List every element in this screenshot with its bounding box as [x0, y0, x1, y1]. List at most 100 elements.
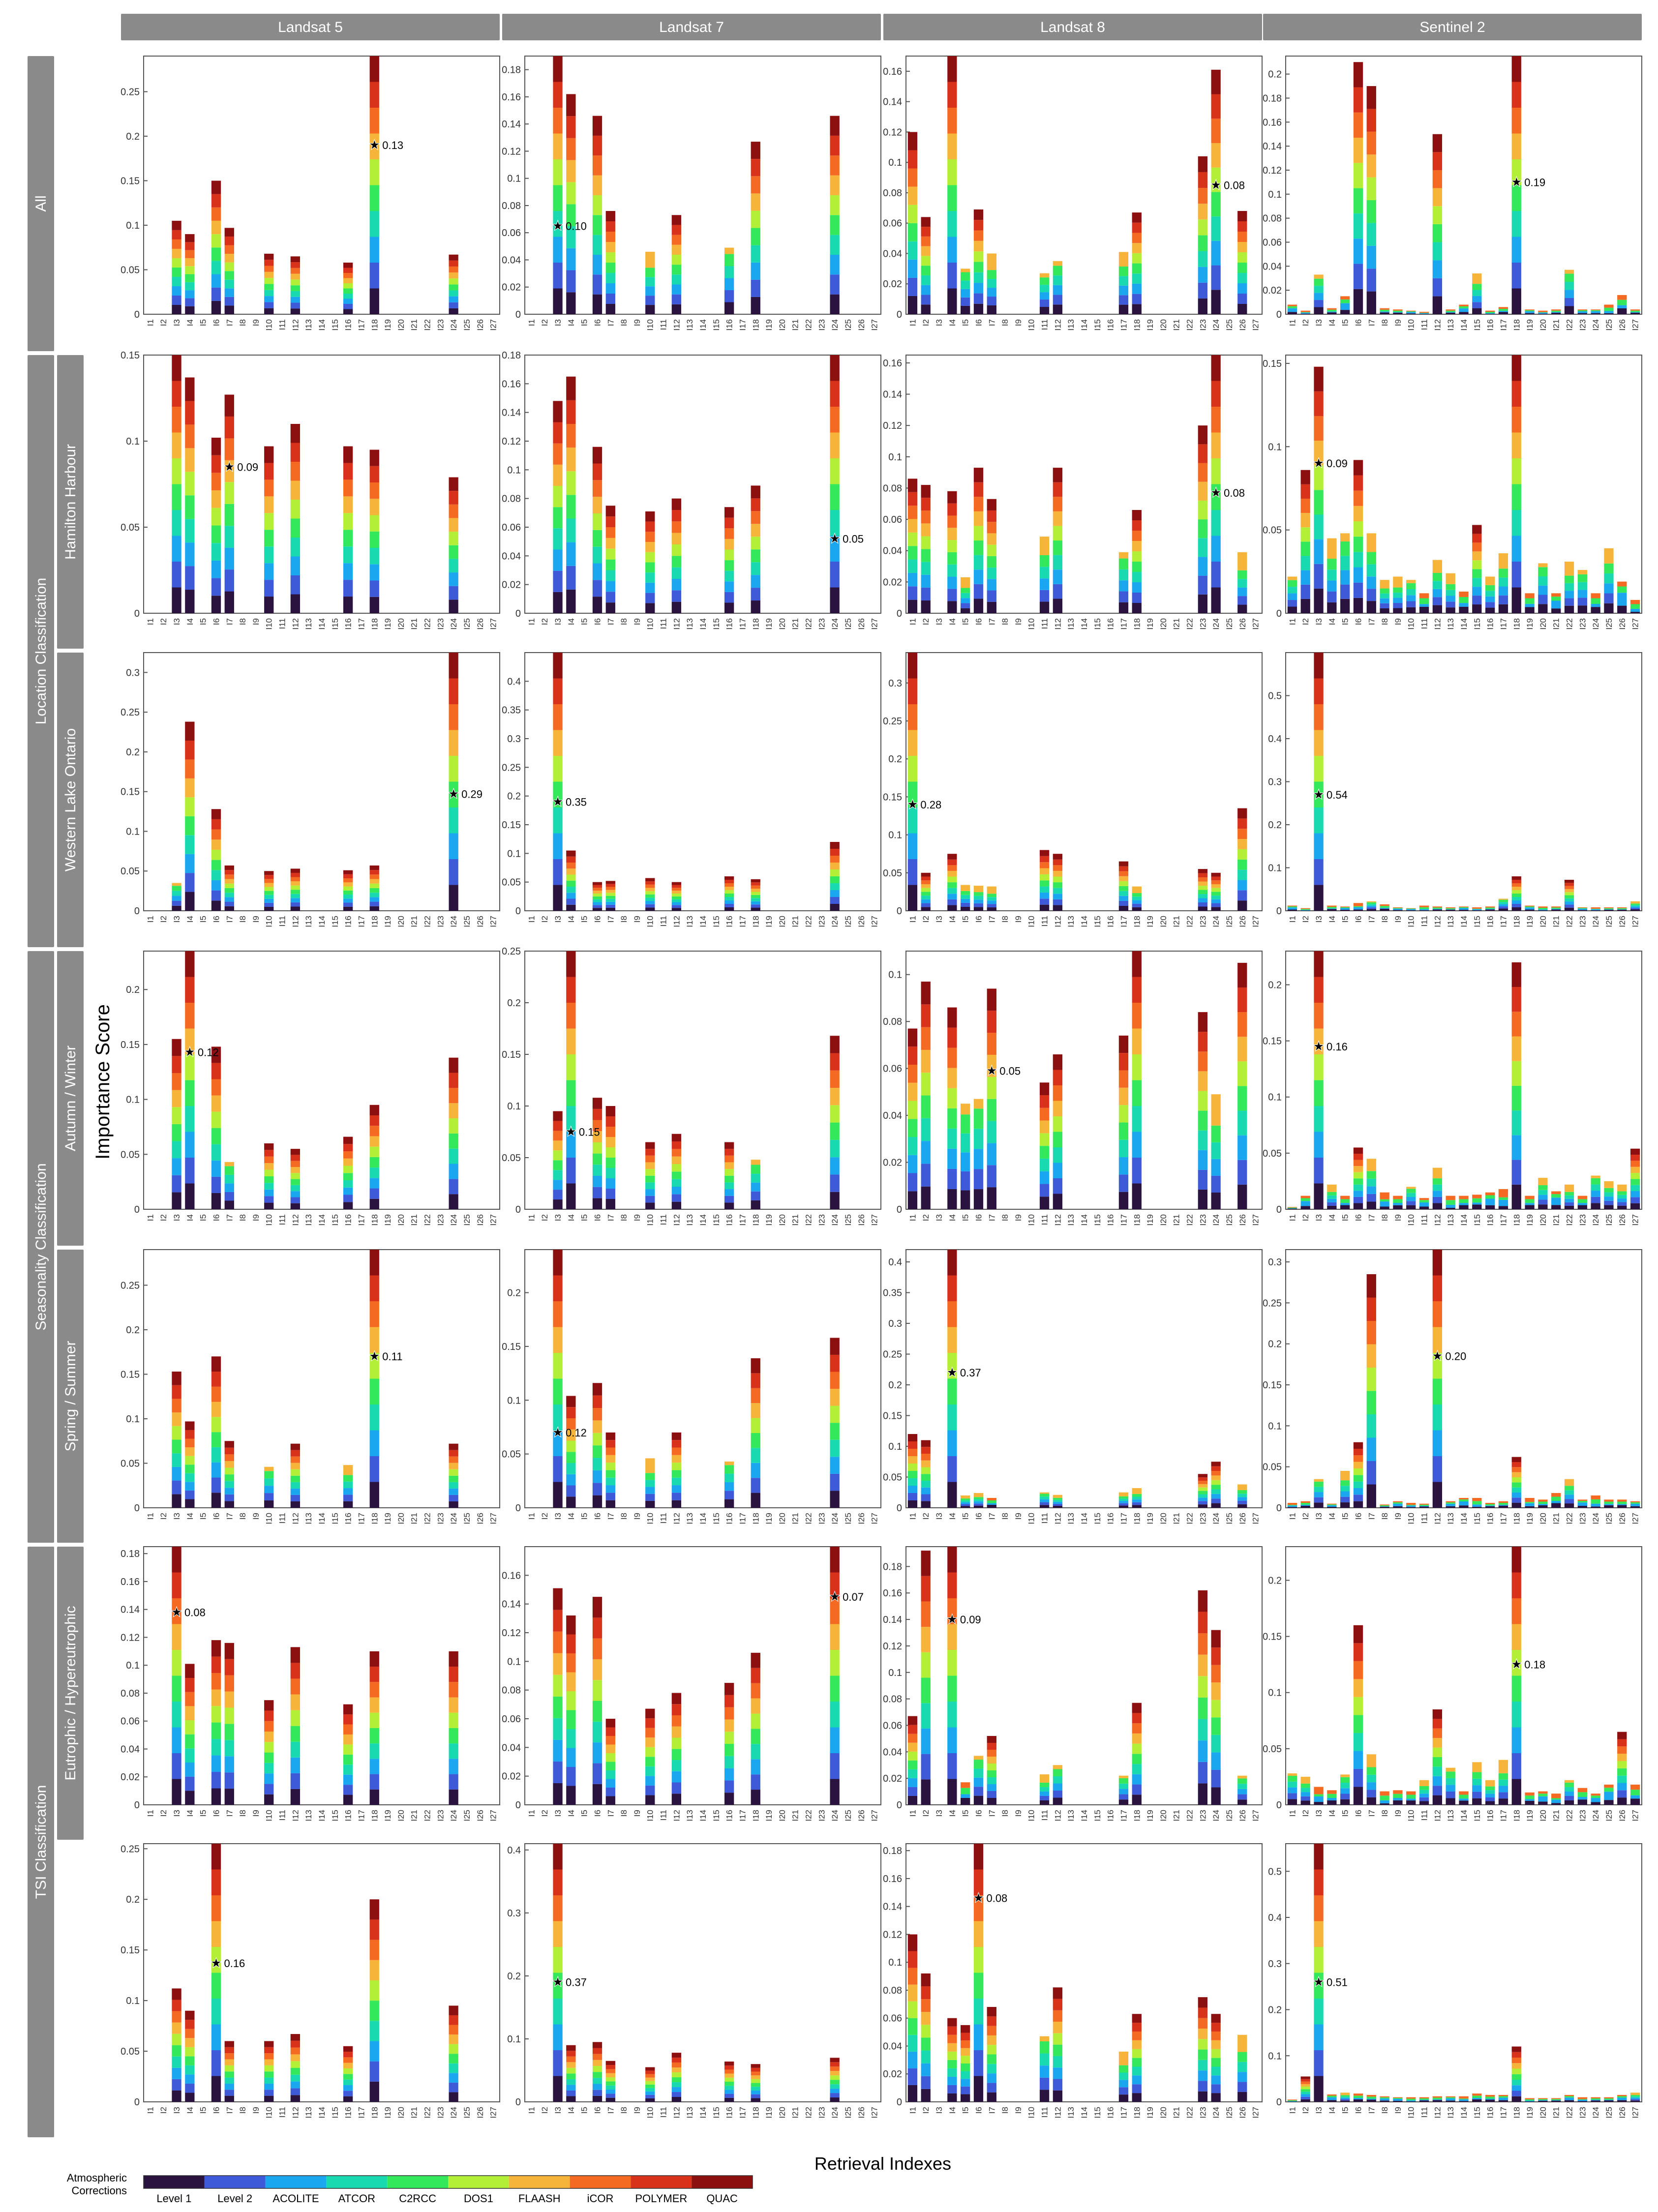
bar-segment: [592, 530, 603, 547]
bar-segment: [369, 531, 379, 548]
bar-segment: [751, 228, 760, 245]
bar-segment: [1577, 582, 1587, 590]
bar-segment: [751, 2075, 760, 2079]
bar-segment: [1380, 1504, 1389, 1505]
bar-segment: [1511, 1135, 1521, 1160]
bar-segment: [961, 297, 970, 306]
x-tick-label: I21: [1552, 1513, 1561, 1524]
bar-segment: [449, 1697, 458, 1713]
bar-segment: [1211, 884, 1221, 888]
bar-I23: [1198, 1590, 1207, 1805]
bar-segment: [369, 906, 379, 911]
x-tick-label: I20: [778, 916, 787, 927]
bar-segment: [1366, 904, 1376, 906]
x-tick-label: I25: [844, 319, 853, 331]
bar-segment: [592, 1420, 603, 1433]
bar-segment: [1118, 558, 1129, 569]
bar-segment: [1630, 599, 1640, 604]
x-tick-label: I23: [817, 1513, 826, 1524]
bar-segment: [1039, 1158, 1050, 1171]
bar-segment: [1300, 541, 1310, 556]
bar-segment: [185, 1763, 195, 1777]
bar-segment: [645, 1189, 655, 1196]
bar-segment: [1327, 907, 1337, 909]
bar-segment: [592, 1108, 603, 1120]
y-tick-label: 0: [897, 2097, 902, 2108]
bar-segment: [751, 1191, 760, 1200]
bar-segment: [264, 2047, 274, 2054]
bar-segment: [1511, 1487, 1521, 1493]
bar-segment: [1630, 309, 1640, 311]
bar-segment: [724, 528, 734, 539]
x-tick-label: I18: [370, 916, 379, 927]
x-tick-label: I25: [1225, 1810, 1234, 1822]
x-tick-label: I13: [1066, 2107, 1076, 2119]
row-label-bg: [57, 653, 84, 947]
bar-segment: [907, 1173, 918, 1192]
bar-segment: [671, 1693, 682, 1704]
x-tick-label: I5: [580, 1214, 589, 1221]
bar-segment: [751, 524, 760, 537]
x-tick-label: I19: [1525, 1214, 1535, 1226]
bar-segment: [1472, 284, 1482, 290]
bar-segment: [224, 1467, 234, 1475]
bar-segment: [185, 2074, 195, 2084]
bar-segment: [566, 400, 576, 424]
bar-segment: [1053, 899, 1063, 905]
bar-segment: [724, 538, 734, 550]
x-tick-label: I26: [857, 319, 866, 331]
x-tick-label: I23: [817, 1214, 826, 1226]
bar-segment: [1630, 1784, 1640, 1790]
x-tick-label: I1: [527, 2107, 536, 2114]
bar-segment: [553, 570, 563, 592]
bar-segment: [751, 588, 760, 601]
bar-I18: [1511, 1547, 1521, 1805]
x-tick-label: I21: [410, 618, 419, 630]
bar-segment: [172, 510, 181, 536]
bar-segment: [1211, 1489, 1221, 1494]
bar-segment: [592, 896, 603, 899]
bar-I10: [645, 511, 655, 613]
bar-segment: [1604, 1192, 1614, 1197]
bar-segment: [921, 2037, 931, 2051]
bar-segment: [224, 888, 234, 893]
bar-segment: [1432, 1795, 1443, 1805]
y-tick-label: 0.06: [883, 2013, 902, 2024]
bar-segment: [1237, 859, 1247, 870]
y-tick-label: 0.14: [121, 1605, 140, 1615]
bar-segment: [566, 1485, 576, 1497]
bar-segment: [1393, 603, 1403, 608]
x-tick-label: I16: [1106, 319, 1115, 331]
bar-segment: [830, 1547, 840, 1573]
bar-segment: [1039, 1184, 1050, 1197]
x-tick-label: I20: [1538, 1214, 1548, 1226]
y-tick-label: 0.06: [883, 514, 902, 525]
bar-segment: [185, 1106, 195, 1132]
bar-segment: [1564, 298, 1574, 306]
x-tick-label: I22: [423, 1513, 432, 1524]
bar-segment: [1118, 2080, 1129, 2088]
bar-segment: [1118, 1783, 1129, 1789]
row-label: Western Lake Ontario: [62, 728, 79, 871]
bar-segment: [449, 1148, 458, 1164]
x-tick-label: I23: [1578, 2107, 1587, 2119]
bar-I7: [224, 1162, 234, 1209]
bar-segment: [1604, 2097, 1614, 2098]
x-tick-label: I27: [1251, 1214, 1261, 1226]
bar-segment: [1591, 910, 1600, 911]
x-tick-label: I18: [751, 319, 760, 331]
bar-segment: [1564, 907, 1574, 911]
x-tick-label: I12: [1053, 1513, 1062, 1524]
bar-segment: [211, 1462, 221, 1478]
bar-segment: [671, 1194, 682, 1202]
bar-segment: [671, 902, 682, 905]
bar-segment: [553, 1180, 563, 1190]
x-tick-label: I16: [344, 916, 353, 927]
x-tick-label: I16: [1106, 1214, 1115, 1226]
bar-segment: [645, 894, 655, 898]
bar-segment: [1118, 1139, 1129, 1158]
bar-I4: [566, 951, 576, 1209]
bar-I23: [1198, 425, 1207, 613]
bar-segment: [1498, 2097, 1508, 2100]
